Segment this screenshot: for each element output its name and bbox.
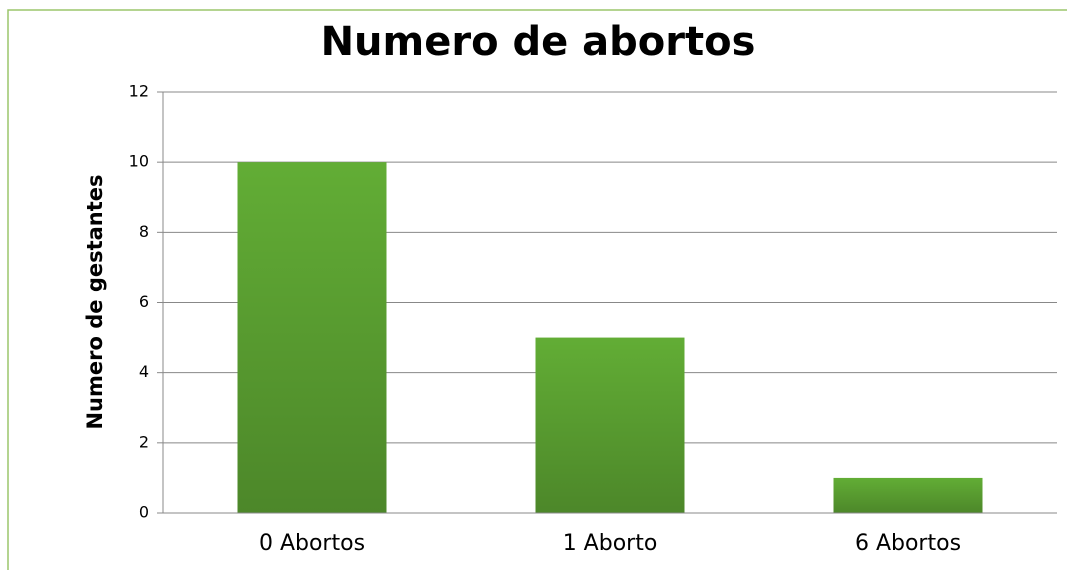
y-tick-label: 10 (129, 152, 149, 171)
chart-title: Numero de abortos (321, 19, 756, 65)
y-tick-label: 2 (139, 432, 149, 451)
y-tick-label: 6 (139, 292, 149, 311)
x-tick-label: 1 Aborto (563, 531, 658, 556)
y-tick-label: 12 (129, 82, 149, 101)
y-tick-label: 8 (139, 222, 149, 241)
bar-shade (535, 337, 685, 513)
y-axis-label: Numero de gestantes (83, 174, 107, 429)
y-tick-label: 0 (139, 503, 149, 522)
frame (7, 9, 1067, 570)
y-tick-label: 4 (139, 362, 149, 381)
x-tick-label: 0 Abortos (259, 531, 365, 556)
bar-shade (833, 477, 983, 513)
x-tick-label: 6 Abortos (855, 531, 961, 556)
bar-shade (237, 162, 387, 513)
